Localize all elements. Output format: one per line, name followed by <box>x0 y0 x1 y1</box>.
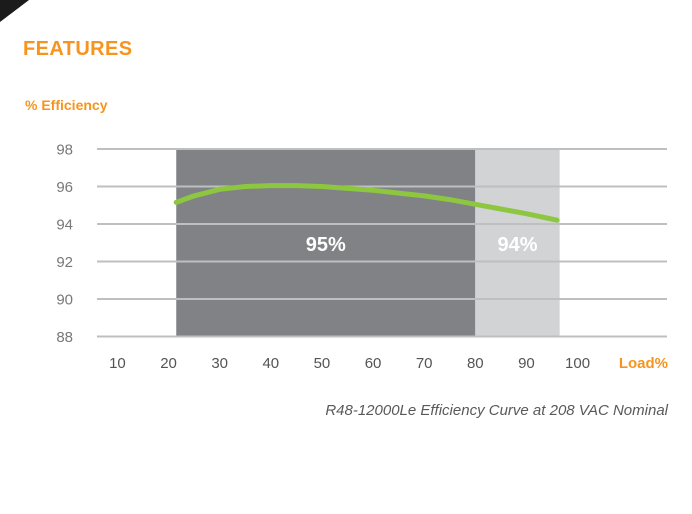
y-tick-label: 96 <box>56 179 73 196</box>
x-tick-label: 10 <box>109 355 126 372</box>
gridlines <box>97 148 667 338</box>
x-tick-label: 70 <box>416 355 433 372</box>
region-labels: 95% 94% <box>306 234 538 256</box>
chart-caption: R48-12000Le Efficiency Curve at 208 VAC … <box>325 402 668 419</box>
y-tick-label: 90 <box>56 292 73 309</box>
x-tick-label: 60 <box>365 355 382 372</box>
region-label: 94% <box>497 234 537 256</box>
y-tick-label: 92 <box>56 254 73 271</box>
y-tick-labels: 98 96 94 92 90 88 <box>56 142 73 347</box>
x-tick-labels: 10 20 30 40 50 60 70 80 90 100 <box>109 355 590 372</box>
shaded-region <box>176 149 476 337</box>
page-title: FEATURES <box>23 38 133 60</box>
x-tick-label: 30 <box>211 355 228 372</box>
x-tick-label: 100 <box>565 355 590 372</box>
x-axis-title: Load% <box>619 355 668 372</box>
shaded-region <box>475 149 560 337</box>
x-tick-label: 90 <box>518 355 535 372</box>
y-tick-label: 98 <box>56 142 73 159</box>
corner-accent <box>0 0 29 22</box>
y-axis-title: % Efficiency <box>25 97 108 113</box>
y-tick-label: 94 <box>56 217 73 234</box>
x-tick-label: 80 <box>467 355 484 372</box>
region-label: 95% <box>306 234 346 256</box>
efficiency-curve <box>173 183 560 223</box>
y-tick-label: 88 <box>56 329 73 346</box>
x-tick-label: 50 <box>314 355 331 372</box>
x-tick-label: 40 <box>262 355 279 372</box>
shaded-regions <box>176 149 560 337</box>
x-tick-label: 20 <box>160 355 177 372</box>
